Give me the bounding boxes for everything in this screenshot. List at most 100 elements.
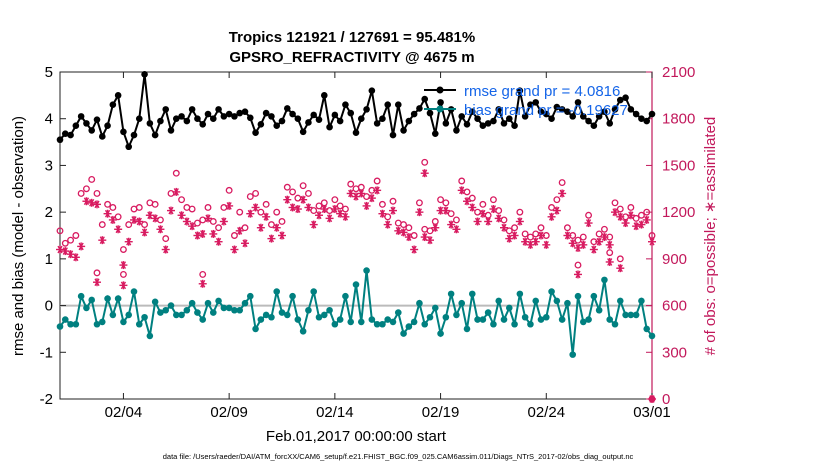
rmse-point	[178, 113, 185, 120]
bias-point	[178, 311, 185, 319]
assimilated-marker	[404, 233, 413, 242]
possible-marker	[294, 194, 302, 202]
assimilated-marker	[426, 236, 434, 245]
bias-point	[352, 281, 360, 288]
assimilated-marker	[500, 223, 508, 232]
assimilated-marker	[56, 245, 64, 254]
bias-point	[209, 309, 217, 316]
assimilated-marker-extra	[605, 257, 614, 266]
rmse-point	[241, 108, 249, 116]
possible-marker	[458, 177, 466, 185]
assimilated-marker	[595, 237, 604, 246]
bias-point	[104, 295, 111, 302]
bias-point	[595, 306, 603, 314]
rmse-point	[246, 114, 254, 122]
rmse-point	[606, 120, 614, 127]
rmse-point	[484, 120, 492, 127]
assimilated-marker	[325, 214, 334, 223]
bias-point	[453, 311, 460, 319]
assimilated-marker	[547, 212, 556, 221]
rmse-point	[373, 120, 381, 127]
bias-point	[542, 313, 550, 321]
assimilated-marker-extra	[420, 169, 429, 178]
possible-marker	[600, 225, 608, 233]
bias-point	[194, 309, 201, 316]
assimilated-marker	[293, 205, 302, 214]
rmse-point	[268, 113, 275, 120]
rmse-point	[595, 113, 603, 120]
obs-assimilated-series	[56, 169, 656, 403]
assimilated-marker	[626, 211, 635, 220]
rmse-point	[352, 129, 360, 137]
y-right-tick-label: 900	[662, 251, 687, 268]
rmse-point	[141, 71, 148, 78]
rmse-point	[93, 116, 101, 123]
rmse-point	[209, 115, 217, 123]
assimilated-marker	[167, 206, 175, 215]
bias-point	[215, 297, 222, 305]
possible-marker	[109, 204, 117, 211]
bias-point	[389, 318, 397, 326]
assimilated-marker	[558, 189, 567, 198]
bias-point	[474, 316, 481, 323]
assimilated-marker	[182, 217, 191, 226]
bias-point	[532, 297, 540, 305]
rmse-point	[357, 115, 365, 123]
y-left-tick-label: 3	[45, 157, 53, 174]
possible-marker	[72, 232, 80, 239]
assimilated-marker	[71, 253, 80, 262]
possible-marker	[299, 182, 307, 190]
rmse-point	[648, 110, 656, 118]
rmse-point	[537, 108, 545, 116]
assimilated-marker	[373, 186, 382, 195]
rmse-point	[532, 99, 540, 106]
assimilated-marker	[235, 226, 244, 235]
bias-point	[347, 318, 355, 326]
assimilated-marker	[431, 223, 440, 232]
bias-point	[516, 290, 524, 298]
assimilated-marker	[108, 215, 117, 224]
bias-point	[167, 302, 175, 309]
rmse-point	[495, 106, 503, 113]
chart-subtitle: GPSRO_REFRACTIVITY @ 4675 m	[229, 49, 474, 66]
y-right-tick-label: 1200	[662, 204, 695, 221]
bias-point	[305, 306, 312, 314]
bias-point	[426, 313, 434, 321]
assimilated-marker	[93, 200, 101, 209]
y-left-tick-label: 5	[45, 64, 53, 81]
possible-marker	[172, 169, 180, 177]
rmse-point	[157, 117, 164, 125]
bias-point	[77, 292, 85, 300]
assimilated-marker	[204, 214, 212, 223]
assimilated-marker	[82, 197, 91, 206]
rmse-point	[601, 108, 608, 116]
rmse-point	[204, 110, 212, 118]
rmse-point	[305, 119, 312, 126]
x-tick-label: 02/09	[210, 404, 248, 421]
possible-marker	[553, 196, 561, 204]
y-left-tick-label: -1	[40, 344, 53, 361]
possible-marker	[220, 204, 228, 211]
possible-marker	[236, 208, 244, 216]
rmse-point	[278, 117, 286, 125]
assimilated-marker	[589, 245, 598, 254]
possible-marker	[135, 204, 143, 211]
possible-marker	[516, 208, 524, 216]
possible-marker	[579, 233, 587, 241]
bias-point	[241, 299, 249, 307]
rmse-point	[114, 92, 122, 99]
possible-marker	[188, 205, 196, 213]
bias-point	[252, 325, 259, 333]
bias-point	[283, 311, 291, 319]
assimilated-marker	[568, 239, 577, 248]
bias-point	[569, 351, 577, 358]
assimilated-marker	[579, 240, 588, 249]
rmse-point	[416, 105, 423, 112]
possible-marker	[278, 218, 286, 225]
legend-rmse-marker	[436, 86, 444, 94]
possible-marker	[252, 190, 260, 197]
assimilated-marker	[605, 240, 614, 249]
assimilated-marker	[151, 214, 160, 223]
bias-point	[315, 313, 323, 321]
